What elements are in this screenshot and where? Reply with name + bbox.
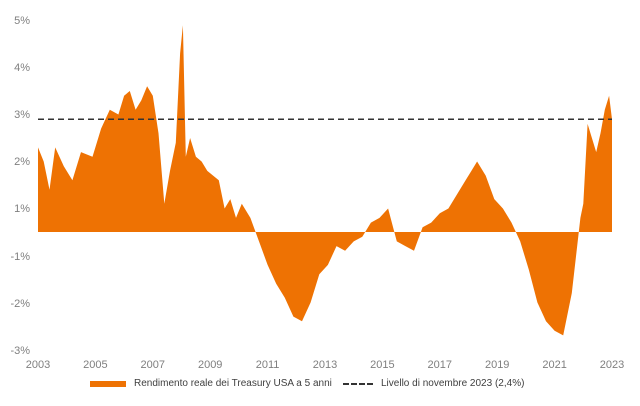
y-tick-label: 1%: [14, 203, 30, 215]
area-series: [38, 25, 612, 336]
x-tick-label: 2015: [370, 359, 394, 371]
y-tick-label: 2%: [14, 156, 30, 168]
x-tick-label: 2017: [428, 359, 452, 371]
x-tick-label: 2019: [485, 359, 509, 371]
x-tick-label: 2003: [26, 359, 50, 371]
y-tick-label: -3%: [10, 345, 30, 357]
y-tick-label: -2%: [10, 298, 30, 310]
x-tick-label: 2011: [256, 359, 280, 371]
x-tick-label: 2021: [542, 359, 566, 371]
y-tick-label: -1%: [10, 251, 30, 263]
y-tick-label: 4%: [14, 62, 30, 74]
y-tick-label: 5%: [14, 15, 30, 27]
x-tick-label: 2009: [198, 359, 222, 371]
x-tick-label: 2023: [600, 359, 624, 371]
legend-item-area: Rendimento reale dei Treasury USA a 5 an…: [90, 378, 332, 389]
legend-label-area: Rendimento reale dei Treasury USA a 5 an…: [134, 378, 332, 389]
y-tick-label: 3%: [14, 109, 30, 121]
legend-item-reference: Livello di novembre 2023 (2,4%): [343, 378, 524, 389]
x-tick-label: 2007: [141, 359, 165, 371]
legend-label-reference: Livello di novembre 2023 (2,4%): [381, 378, 525, 389]
legend-swatch-reference: [343, 382, 373, 385]
x-tick-label: 2013: [313, 359, 337, 371]
x-tick-label: 2005: [83, 359, 107, 371]
legend-swatch-area: [90, 380, 126, 387]
